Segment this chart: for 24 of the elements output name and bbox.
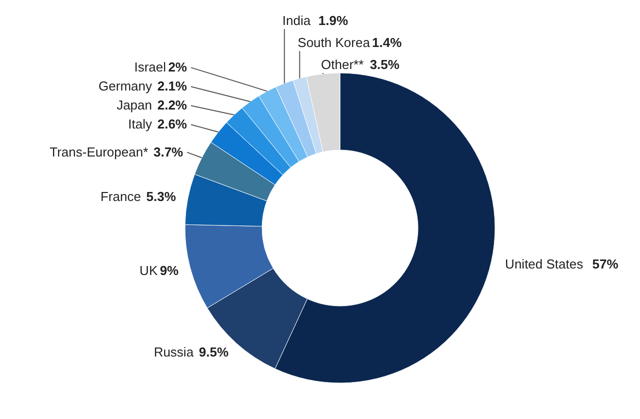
slice-label: Germany [98,78,152,94]
slice-label: France [100,188,141,204]
slice-label: Japan [116,98,152,113]
slice-label: South Korea [298,35,371,50]
slice-label: Russia [154,344,194,360]
data-label: 9.5% [198,344,229,360]
data-label: 1.9% [318,13,348,28]
slice-label: Israel [134,60,166,75]
slice-label: Trans-European* [50,144,148,160]
slice-label: India [282,13,312,28]
data-label: 57% [592,256,619,272]
data-label: 1.4% [372,35,402,50]
data-label: 2.6% [157,116,188,132]
data-label: 3.7% [153,144,184,160]
data-label: 9% [160,262,180,278]
slice-label: UK [140,262,158,278]
data-label: 2% [168,60,188,75]
data-label: 3.5% [370,57,400,72]
slice-label: Italy [128,116,152,132]
slice-label: United States [505,256,584,272]
data-label: 5.3% [146,188,176,204]
data-label: 2.2% [157,98,188,113]
data-label: 2.1% [157,78,188,94]
slice-label: Other** [321,57,364,72]
